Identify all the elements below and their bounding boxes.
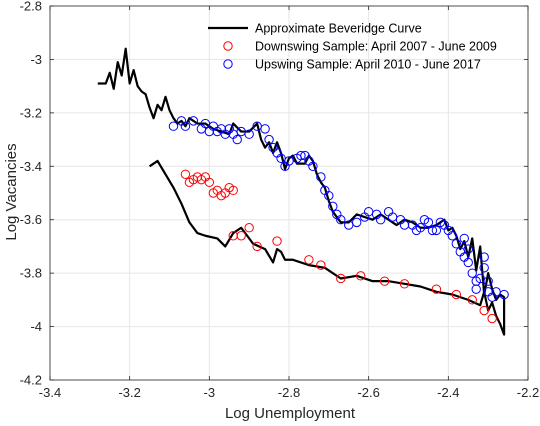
- upswing-point: [431, 225, 442, 236]
- downswing-point: [252, 241, 262, 252]
- downswing-point: [431, 284, 442, 294]
- beveridge-curve-line: [97, 47, 506, 336]
- x-tick-label: -2.2: [517, 385, 539, 400]
- y-tick-label: -3: [30, 52, 42, 67]
- downswing-point: [451, 289, 461, 300]
- x-tick-label: -2.6: [357, 385, 379, 400]
- upswing-point: [479, 263, 489, 273]
- legend-upswing-marker: [223, 59, 233, 69]
- y-tick-label: -3.2: [20, 105, 42, 120]
- upswing-point: [264, 134, 274, 145]
- y-axis-ticks: -4.2 -4 -3.8 -3.6 -3.4 -3.2 -3 -2.8: [20, 0, 528, 388]
- upswing-point: [316, 172, 326, 182]
- upswing-point: [188, 116, 199, 126]
- legend-entry-label: Approximate Beveridge Curve: [255, 22, 422, 36]
- upswing-point: [296, 150, 306, 161]
- downswing-point: [356, 271, 366, 281]
- upswing-point: [479, 252, 489, 262]
- downswing-point: [236, 231, 246, 241]
- series-layer: [97, 47, 509, 336]
- upswing-point: [459, 233, 469, 244]
- upswing-point: [463, 244, 473, 254]
- upswing-point: [180, 121, 191, 131]
- downswing-point: [316, 260, 326, 270]
- upswing-point: [499, 289, 509, 300]
- y-tick-label: -4.2: [20, 373, 42, 388]
- scatter-series-1: [180, 169, 497, 324]
- scatter-series-2: [168, 116, 509, 302]
- upswing-point: [375, 215, 386, 225]
- downswing-point: [180, 169, 191, 180]
- upswing-point: [168, 121, 179, 131]
- y-tick-label: -4: [30, 319, 42, 334]
- upswing-point: [328, 201, 338, 212]
- downswing-point: [379, 276, 390, 286]
- upswing-point: [308, 161, 318, 171]
- downswing-point: [399, 279, 410, 289]
- downswing-point: [304, 255, 314, 265]
- downswing-point: [487, 313, 497, 324]
- upswing-point: [483, 276, 493, 286]
- upswing-point: [324, 190, 334, 201]
- downswing-point: [336, 273, 346, 284]
- upswing-point: [423, 217, 434, 228]
- upswing-point: [427, 225, 438, 236]
- legend-entry-label: Downswing Sample: April 2007 - June 2009: [255, 40, 497, 54]
- x-tick-label: -2.4: [437, 385, 459, 400]
- upswing-point: [352, 217, 362, 228]
- upswing-point: [336, 215, 346, 225]
- upswing-point: [471, 284, 481, 294]
- upswing-point: [451, 239, 461, 249]
- upswing-point: [447, 231, 458, 241]
- y-tick-label: -3.4: [20, 159, 42, 174]
- upswing-point: [260, 124, 270, 134]
- upswing-point: [463, 257, 473, 268]
- y-axis-label: Log Vacancies: [3, 143, 20, 240]
- x-tick-label: -3.4: [39, 385, 61, 400]
- downswing-point: [479, 305, 489, 316]
- downswing-point: [244, 223, 254, 233]
- x-axis-label: Log Unemployment: [225, 405, 356, 422]
- downswing-point: [204, 177, 215, 188]
- upswing-point: [232, 134, 242, 145]
- legend: Approximate Beveridge Curve Downswing Sam…: [208, 22, 497, 72]
- y-tick-label: -2.8: [20, 0, 42, 14]
- y-tick-label: -3.8: [20, 266, 42, 281]
- x-tick-label: -2.8: [278, 385, 300, 400]
- upswing-point: [467, 268, 477, 278]
- downswing-point: [272, 236, 282, 246]
- downswing-point: [228, 185, 238, 196]
- upswing-point: [415, 223, 426, 233]
- legend-downswing-marker: [223, 41, 233, 51]
- x-tick-label: -3.2: [118, 385, 140, 400]
- x-axis-ticks: -3.4 -3.2 -3 -2.8 -2.6 -2.4 -2.2: [39, 6, 539, 400]
- upswing-point: [244, 129, 254, 139]
- y-tick-label: -3.6: [20, 212, 42, 227]
- downswing-point: [467, 295, 477, 305]
- x-tick-label: -3: [204, 385, 216, 400]
- legend-entry-label: Upswing Sample: April 2010 - June 2017: [255, 58, 481, 72]
